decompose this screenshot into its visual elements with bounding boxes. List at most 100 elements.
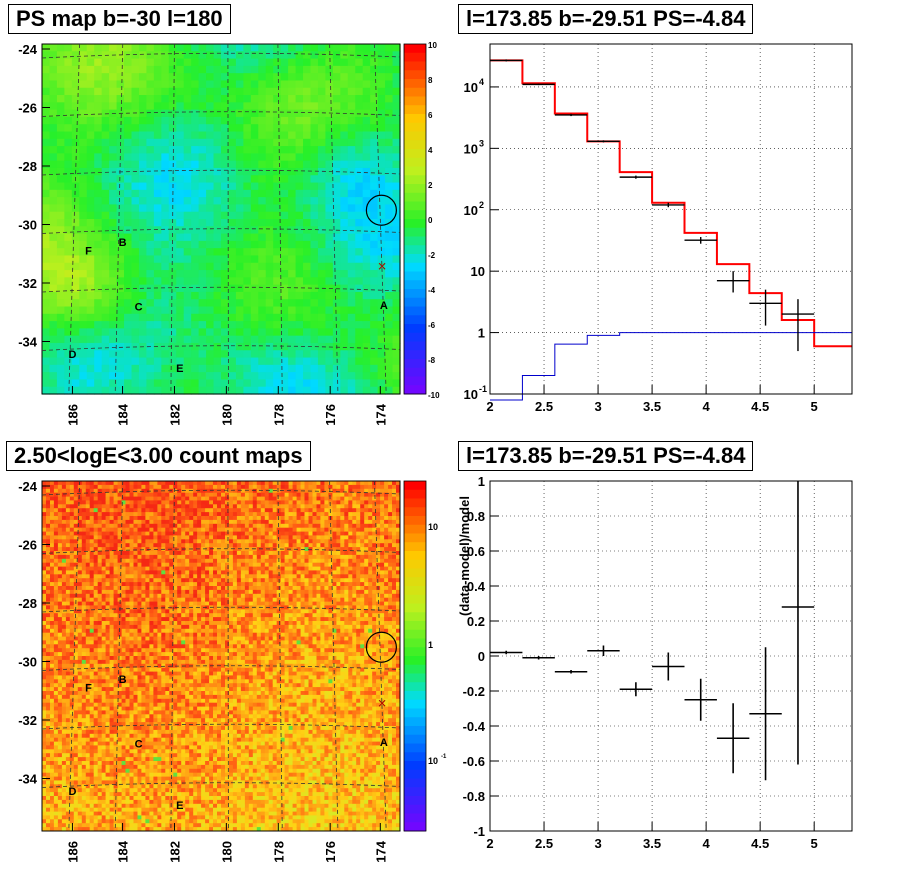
count-map-cell — [61, 753, 67, 758]
count-map-cell — [145, 784, 150, 789]
ps-map-cell — [198, 175, 207, 184]
count-map-cell — [89, 663, 95, 669]
count-map-cell — [42, 554, 47, 560]
count-map-cell — [137, 574, 142, 579]
ps-map-cell — [198, 44, 207, 52]
count-map-cell — [69, 539, 75, 544]
count-map-cell — [125, 566, 130, 571]
ps-map-cell — [42, 197, 51, 206]
ps-map-cell — [138, 160, 148, 169]
ps-map-cell — [250, 386, 259, 395]
count-map-cell — [149, 609, 154, 614]
ps-map-cell — [340, 328, 349, 337]
ps-map-cell — [370, 277, 379, 286]
ps-map-cell — [86, 328, 95, 337]
ps-map-cell — [71, 95, 80, 103]
ps-map-cell — [109, 80, 118, 89]
count-map-cell — [77, 714, 83, 719]
count-map-cell — [89, 671, 95, 676]
count-map-cell — [53, 527, 59, 532]
ps-map-cell — [280, 175, 289, 184]
count-map-cell — [105, 757, 110, 762]
ps-map-cell — [303, 364, 312, 373]
ps-map-cell — [221, 240, 230, 249]
count-map-cell — [129, 547, 134, 552]
ps-map-cell — [303, 138, 312, 147]
count-map-cell — [113, 496, 118, 501]
count-map-cell — [141, 827, 146, 832]
count-map-cell — [85, 488, 91, 494]
ps-map-palette-cell — [404, 61, 426, 71]
ps-map-cell — [109, 124, 118, 133]
count-map-cell — [137, 788, 142, 793]
ps-map-cell — [183, 44, 192, 52]
count-map-cell — [121, 757, 126, 762]
ps-map-cell — [161, 328, 170, 337]
ps-map-cell — [176, 299, 185, 308]
ps-map-cell — [347, 248, 356, 257]
ps-map-cell — [310, 153, 319, 162]
ps-map-cell — [153, 270, 162, 278]
count-map-cell — [145, 679, 150, 684]
ps-map-cell — [273, 291, 282, 300]
count-map-cell — [133, 648, 138, 653]
count-map-cell — [93, 484, 99, 490]
ps-map-cell — [243, 124, 252, 133]
ps-map-cell — [79, 189, 88, 198]
ps-map-cell — [79, 372, 88, 381]
ps-map-cell — [340, 58, 349, 67]
ps-map-cell — [101, 197, 110, 206]
count-map-cell — [133, 652, 138, 657]
ps-map-cell — [168, 248, 177, 257]
ps-map-cell — [49, 270, 58, 278]
count-map-cell — [42, 570, 47, 575]
count-map-cell — [81, 624, 87, 630]
ps-map-cell — [273, 277, 282, 286]
count-map-cell — [50, 601, 55, 606]
count-map-cell — [81, 519, 87, 525]
ps-map-cell — [250, 364, 259, 373]
count-map-cell — [117, 729, 122, 735]
ps-map-cell — [250, 270, 259, 278]
count-map-cell — [46, 659, 51, 665]
count-map-cell — [69, 741, 75, 746]
count-map-cell — [145, 543, 150, 548]
ps-map-cell — [385, 284, 394, 293]
count-map-cell — [85, 582, 91, 587]
count-map-cell — [117, 531, 122, 536]
count-map-cell — [105, 792, 110, 797]
ps-map-cell — [79, 138, 88, 147]
ps-map-cell — [138, 277, 148, 286]
count-map-cell — [61, 819, 67, 824]
ps-map-cell — [370, 350, 379, 359]
count-map-cell — [105, 601, 110, 606]
ps-map-cell — [213, 357, 222, 366]
ps-map-cell — [243, 306, 252, 315]
ps-map-cell — [265, 248, 274, 257]
ps-map-palette-cell — [404, 175, 426, 185]
count-map-cell — [137, 543, 142, 548]
ps-map-cell — [288, 335, 297, 344]
ps-map-cell — [258, 65, 267, 74]
ps-map-cell — [109, 321, 118, 329]
count-map-cell — [77, 764, 83, 770]
ps-map-cell — [168, 233, 177, 242]
count-map-cell — [69, 799, 75, 805]
count-map-cell — [77, 753, 83, 758]
ps-map-cell — [273, 284, 282, 293]
count-map-cell — [137, 636, 142, 641]
count-map-cell — [141, 640, 146, 645]
ps-map-cell — [146, 116, 155, 125]
count-map-cell — [85, 718, 91, 723]
ps-map-cell — [317, 116, 327, 125]
count-map-cell — [105, 488, 110, 494]
count-map-cell — [57, 589, 63, 595]
ps-map-palette-cell — [404, 140, 426, 150]
ps-map-cell — [221, 386, 230, 395]
ps-map-cell — [153, 189, 162, 198]
ps-map-cell — [116, 95, 125, 103]
count-map-cell — [93, 508, 99, 513]
count-map-cell — [46, 484, 51, 490]
ps-map-cell — [243, 248, 252, 257]
count-map-cell — [97, 687, 103, 692]
